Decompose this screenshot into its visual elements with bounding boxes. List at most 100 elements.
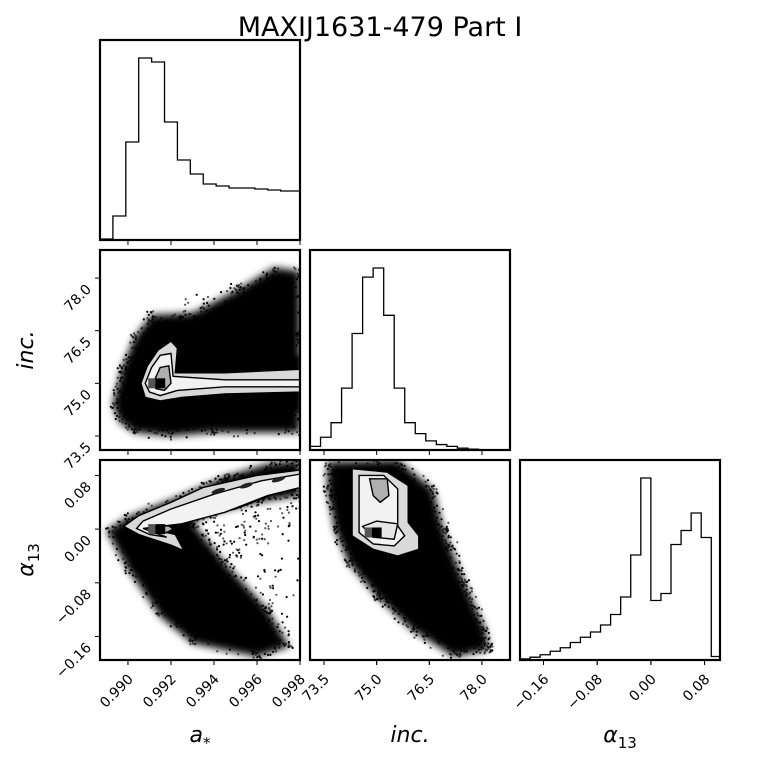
x-tick-label-inc: 75.0 xyxy=(352,672,385,705)
scatter-point xyxy=(254,514,257,518)
scatter-point xyxy=(129,333,133,336)
scatter-point xyxy=(255,538,258,541)
scatter-point xyxy=(480,614,483,618)
scatter-point xyxy=(277,623,280,626)
axis-label-subscript: 13 xyxy=(25,543,43,562)
scatter-point xyxy=(187,490,190,493)
x-tick-label-a: 0.992 xyxy=(140,672,180,712)
scatter-point xyxy=(230,282,233,286)
scatter-point xyxy=(279,568,282,572)
scatter-point xyxy=(152,310,155,313)
scatter-point xyxy=(335,539,339,542)
scatter-point xyxy=(109,405,112,408)
scatter-point xyxy=(124,566,128,569)
scatter-point xyxy=(291,505,294,508)
scatter-point xyxy=(225,290,229,293)
scatter-point xyxy=(254,530,257,533)
scatter-point xyxy=(227,473,230,476)
scatter-point xyxy=(410,630,413,633)
scatter-point xyxy=(267,602,270,606)
scatter-point xyxy=(347,563,350,567)
scatter-point xyxy=(204,534,207,537)
scatter-point xyxy=(218,534,221,537)
scatter-point xyxy=(232,551,235,554)
scatter-point xyxy=(128,571,131,575)
scatter-point xyxy=(184,309,187,312)
contour-level-2 xyxy=(135,473,300,538)
scatter-point xyxy=(147,502,150,505)
scatter-point xyxy=(485,629,488,633)
scatter-point xyxy=(238,548,241,551)
scatter-point xyxy=(217,475,220,478)
scatter-point xyxy=(257,514,260,517)
scatter-point xyxy=(235,548,238,551)
y-tick-label-alpha: 0.08 xyxy=(61,479,94,512)
scatter-point xyxy=(441,654,444,657)
histogram-a xyxy=(100,57,300,240)
scatter-point xyxy=(302,434,304,436)
scatter-point xyxy=(271,584,274,587)
scatter-point xyxy=(297,557,300,560)
scatter-point xyxy=(263,570,266,573)
scatter-point xyxy=(490,642,494,645)
scatter-point xyxy=(302,497,304,499)
scatter-point xyxy=(244,533,247,537)
scatter-point xyxy=(201,522,204,525)
scatter-point xyxy=(202,302,205,305)
scatter-point xyxy=(422,474,425,477)
scatter-point xyxy=(228,553,232,557)
y-tick-label-alpha: 0.00 xyxy=(61,533,94,566)
scatter-point xyxy=(292,497,296,500)
scatter-point xyxy=(230,563,233,566)
x-tick-label-alpha: −0.16 xyxy=(511,671,553,713)
scatter-point xyxy=(213,520,216,523)
x-tick-label-inc: 76.5 xyxy=(405,672,438,705)
scatter-point xyxy=(286,615,289,618)
scatter-point xyxy=(432,487,435,490)
scatter-point xyxy=(112,406,115,409)
scatter-point xyxy=(380,457,382,459)
scatter-point xyxy=(232,435,235,438)
scatter-point xyxy=(113,394,116,397)
panel-frame-alpha xyxy=(518,458,722,662)
scatter-point xyxy=(302,398,304,400)
scatter-point xyxy=(256,542,259,545)
scatter-point xyxy=(489,645,492,648)
scatter-point xyxy=(375,598,378,601)
scatter-point xyxy=(228,556,231,559)
scatter-point xyxy=(340,550,343,553)
scatter-point xyxy=(222,524,226,527)
scatter-point xyxy=(256,656,259,659)
scatter-point xyxy=(252,656,255,659)
contour-level-3 xyxy=(368,478,390,504)
x-tick-label-alpha: −0.08 xyxy=(564,672,606,714)
scatter-point xyxy=(424,480,427,483)
scatter-point xyxy=(248,466,251,470)
scatter-point xyxy=(213,297,216,300)
panel-frame-inc-alpha xyxy=(308,458,512,662)
scatter-point xyxy=(131,336,135,339)
scatter-point xyxy=(114,385,117,388)
scatter-point xyxy=(175,495,178,498)
scatter-point xyxy=(359,580,362,583)
scatter-point xyxy=(286,505,289,509)
axis-label-subscript: * xyxy=(203,734,211,752)
x-axis-label-alpha: α13 xyxy=(603,723,637,752)
scatter-point xyxy=(223,530,226,533)
scatter-point xyxy=(281,621,284,624)
panel-frame-a-inc xyxy=(98,248,302,452)
scatter-point xyxy=(327,502,330,505)
scatter-point xyxy=(184,303,187,306)
scatter-point xyxy=(281,533,284,536)
scatter-point xyxy=(447,521,450,524)
scatter-point xyxy=(268,598,272,602)
scatter-point xyxy=(274,569,277,572)
scatter-point xyxy=(220,291,223,294)
scatter-point xyxy=(261,537,264,540)
y-tick-label-inc: 73.5 xyxy=(61,439,94,472)
scatter-point xyxy=(124,353,128,356)
panel-frame-a-alpha xyxy=(98,458,302,662)
scatter-point xyxy=(222,537,225,540)
scatter-point xyxy=(244,509,248,512)
